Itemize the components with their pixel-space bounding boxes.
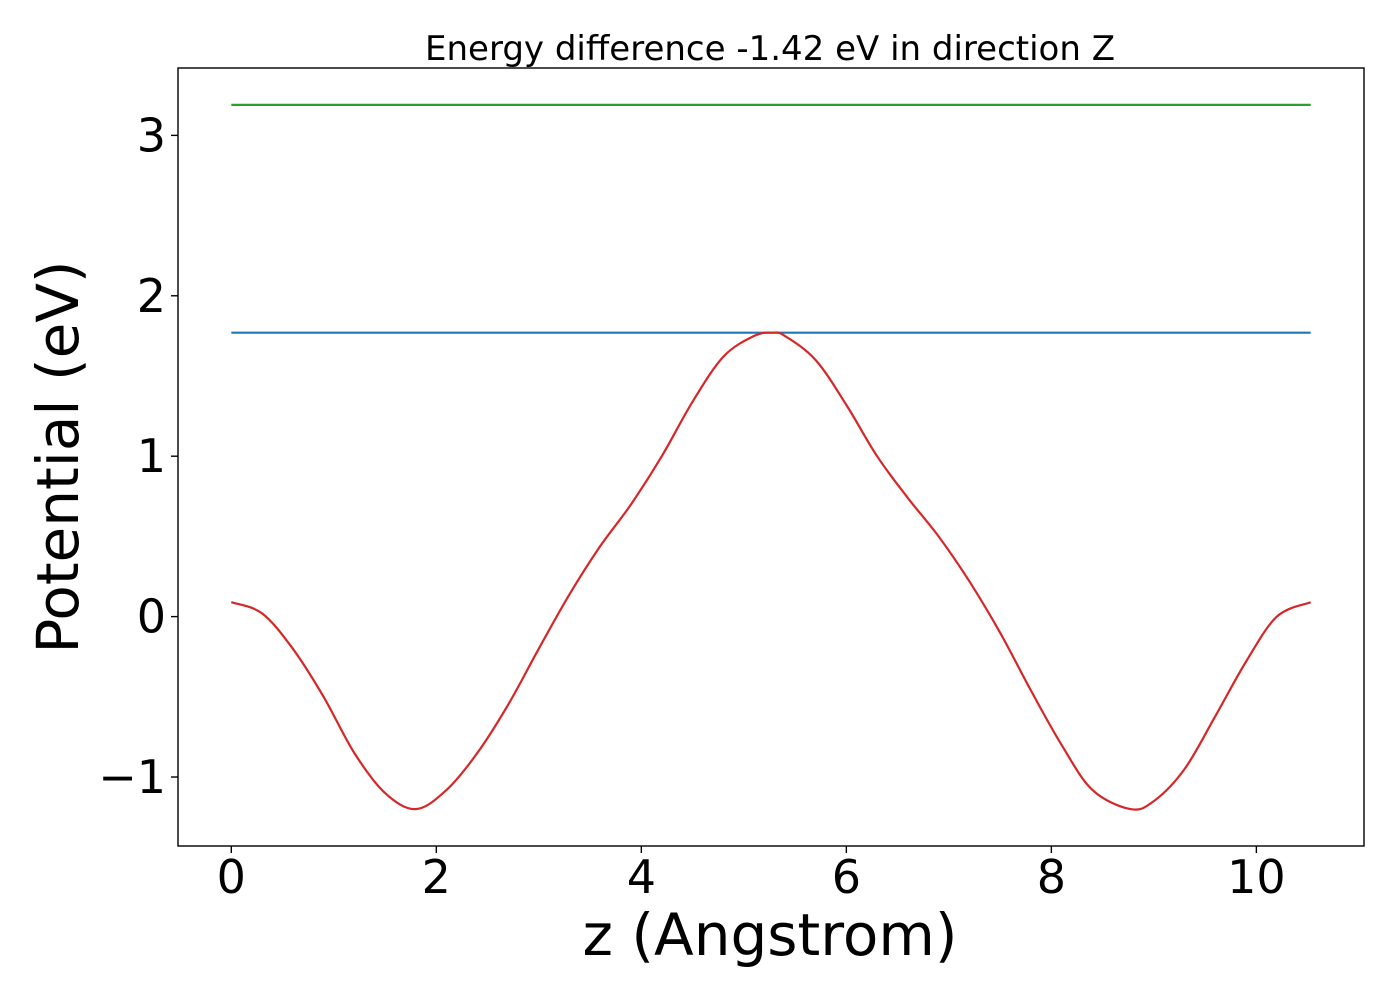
y-axis: −1 0 1 2 3 — [98, 108, 178, 804]
y-axis-label: Potential (eV) — [24, 260, 92, 653]
x-tick-label: 8 — [1037, 850, 1066, 904]
x-tick-label: 2 — [422, 850, 451, 904]
y-tick-label: 0 — [137, 590, 166, 644]
axes-frame — [177, 67, 1365, 847]
y-tick-label: 2 — [137, 269, 166, 323]
x-tick-label: 6 — [832, 850, 861, 904]
y-tick-label: −1 — [98, 750, 166, 804]
plot-area — [230, 103, 1312, 811]
x-tick-label: 4 — [627, 850, 656, 904]
x-axis-label: z (Angstrom) — [583, 901, 958, 969]
x-tick-label: 0 — [217, 850, 246, 904]
x-axis: 0 2 4 6 8 10 — [217, 846, 1286, 904]
x-tick-label: 10 — [1227, 850, 1286, 904]
y-tick-label: 3 — [137, 108, 166, 162]
chart-title: Energy difference -1.42 eV in direction … — [425, 29, 1115, 69]
series-line-1 — [230, 331, 1312, 811]
y-tick-label: 1 — [137, 429, 166, 483]
